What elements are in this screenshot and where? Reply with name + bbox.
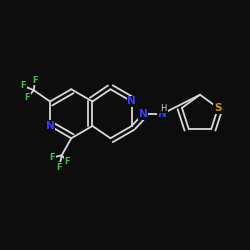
Text: N: N	[46, 121, 54, 131]
Text: N: N	[138, 109, 147, 119]
Text: F: F	[20, 81, 26, 90]
Text: F: F	[50, 153, 55, 162]
Text: N: N	[158, 109, 167, 119]
Text: N: N	[127, 96, 136, 106]
Text: F: F	[56, 163, 62, 172]
Text: F: F	[32, 76, 38, 85]
Text: H: H	[160, 104, 166, 113]
Text: S: S	[214, 103, 222, 113]
Text: F: F	[64, 157, 70, 166]
Text: F: F	[25, 93, 30, 102]
